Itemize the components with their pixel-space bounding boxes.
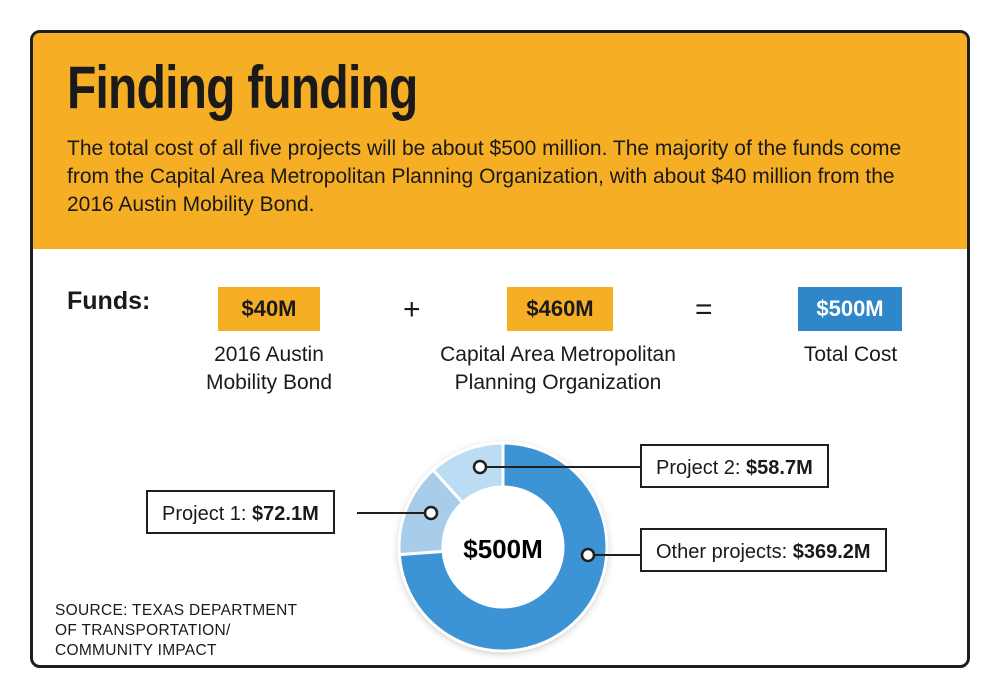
plus-sign: + (403, 293, 421, 326)
donut-chart: $500M (357, 441, 640, 653)
callout-value: $72.1M (252, 503, 319, 525)
header-banner: Finding funding The total cost of all fi… (33, 33, 967, 249)
total-caption: Total Cost (803, 343, 898, 366)
donut-hole (443, 487, 563, 607)
source-line: OF TRANSPORTATION/ (55, 622, 231, 639)
callout-project-2: Project 2: $58.7M (640, 444, 829, 488)
donut-center-label: $500M (463, 534, 543, 564)
equals-sign: = (695, 293, 713, 326)
infographic-card: Finding funding The total cost of all fi… (30, 30, 970, 668)
callout-value: $58.7M (746, 457, 813, 479)
callout-project-1: Project 1: $72.1M (146, 490, 335, 534)
callout-value: $369.2M (792, 541, 871, 563)
total-amount-badge: $500M (798, 287, 902, 331)
callout-label: Project 1: (162, 503, 247, 525)
source-line: SOURCE: TEXAS DEPARTMENT (55, 602, 298, 619)
campo-caption: Capital Area Metropolitan Planning Organ… (440, 343, 676, 394)
callout-label: Project 2: (656, 457, 741, 479)
leader-dot (423, 505, 439, 521)
source-note: SOURCE: TEXAS DEPARTMENT OF TRANSPORTATI… (55, 601, 297, 661)
leader-dot (580, 547, 596, 563)
callout-label: Other projects: (656, 541, 788, 563)
page-title: Finding funding (67, 54, 418, 121)
funds-label: Funds: (67, 287, 151, 315)
bond-caption: 2016 Austin Mobility Bond (205, 343, 333, 394)
campo-amount-badge: $460M (507, 287, 613, 331)
source-line: COMMUNITY IMPACT (55, 642, 217, 659)
callout-other-projects: Other projects: $369.2M (640, 528, 887, 572)
leader-dot (472, 459, 488, 475)
intro-text: The total cost of all five projects will… (67, 137, 902, 216)
bond-amount-badge: $40M (218, 287, 320, 331)
